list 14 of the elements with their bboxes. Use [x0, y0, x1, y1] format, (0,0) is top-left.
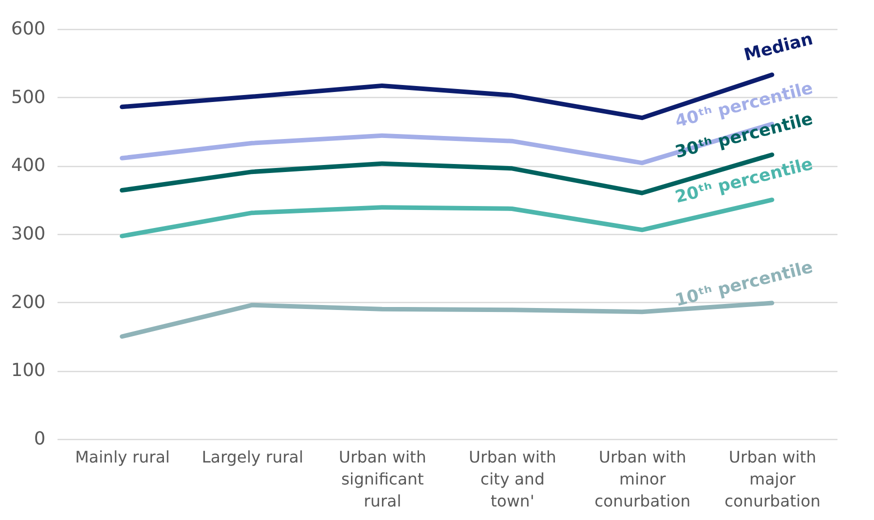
- y-tick-label: 200: [11, 292, 46, 313]
- x-tick-label: Urban with minor conurbation: [594, 448, 691, 510]
- y-tick-label: 500: [11, 86, 46, 108]
- x-tick-label: Urban with major conurbation: [724, 448, 821, 510]
- x-tick-label: Urban with city and town': [468, 448, 556, 510]
- y-tick-label: 0: [34, 428, 46, 450]
- x-tick-label: Urban with significant rural: [338, 448, 426, 510]
- x-tick-label: Largely rural: [202, 448, 304, 466]
- y-tick-label: 600: [11, 18, 46, 40]
- x-tick-label: Mainly rural: [75, 448, 170, 466]
- y-tick-label: 300: [11, 224, 46, 244]
- y-tick-label: 100: [11, 360, 46, 382]
- text: Median: [742, 29, 815, 66]
- y-tick-label: 400: [11, 155, 46, 176]
